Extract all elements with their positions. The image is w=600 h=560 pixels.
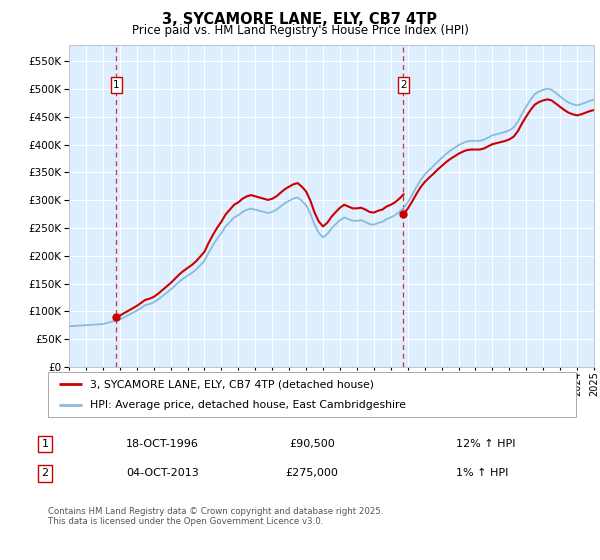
- Text: 2: 2: [400, 80, 407, 90]
- Text: 1: 1: [113, 80, 120, 90]
- Text: 3, SYCAMORE LANE, ELY, CB7 4TP (detached house): 3, SYCAMORE LANE, ELY, CB7 4TP (detached…: [90, 380, 374, 390]
- Text: 18-OCT-1996: 18-OCT-1996: [126, 439, 199, 449]
- Text: 1% ↑ HPI: 1% ↑ HPI: [456, 468, 508, 478]
- Text: Contains HM Land Registry data © Crown copyright and database right 2025.
This d: Contains HM Land Registry data © Crown c…: [48, 507, 383, 526]
- Text: Price paid vs. HM Land Registry's House Price Index (HPI): Price paid vs. HM Land Registry's House …: [131, 24, 469, 37]
- Text: 2: 2: [41, 468, 49, 478]
- Text: 04-OCT-2013: 04-OCT-2013: [126, 468, 199, 478]
- Text: 12% ↑ HPI: 12% ↑ HPI: [456, 439, 515, 449]
- Text: £90,500: £90,500: [289, 439, 335, 449]
- Text: 1: 1: [41, 439, 49, 449]
- Text: £275,000: £275,000: [286, 468, 338, 478]
- Text: 3, SYCAMORE LANE, ELY, CB7 4TP: 3, SYCAMORE LANE, ELY, CB7 4TP: [163, 12, 437, 27]
- Text: HPI: Average price, detached house, East Cambridgeshire: HPI: Average price, detached house, East…: [90, 400, 406, 410]
